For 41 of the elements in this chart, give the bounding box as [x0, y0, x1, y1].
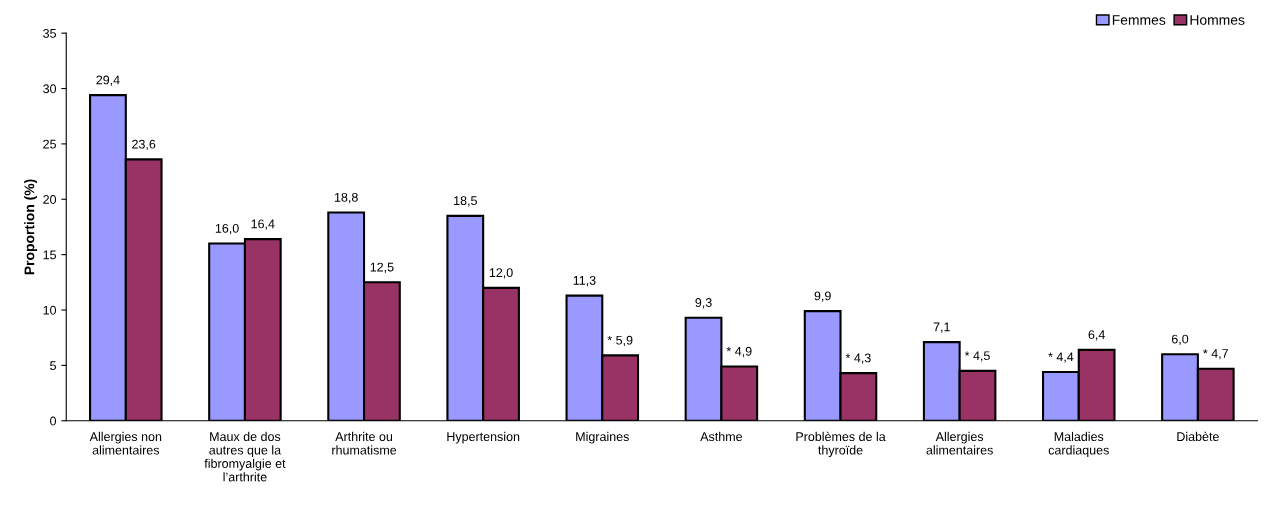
y-tick-label: 5	[50, 361, 56, 371]
y-axis-title: Proportion (%)	[24, 179, 38, 275]
data-label: 7,1	[933, 322, 950, 333]
legend-label: Femmes	[1112, 15, 1166, 25]
y-tick-label: 10	[43, 305, 57, 315]
x-tick-label: Maux de dos autres que la fibromyalgie et l’arthrite	[204, 431, 286, 482]
legend-label: Hommes	[1190, 15, 1245, 25]
y-tick-label: 35	[43, 28, 56, 38]
data-label: 9,9	[814, 291, 831, 302]
y-tick-label: 15	[43, 250, 56, 260]
y-tick-label: 20	[43, 195, 57, 204]
data-label: 6,0	[1171, 334, 1189, 345]
y-tick-label: 0	[50, 416, 57, 426]
data-label: 12,5	[370, 262, 394, 273]
x-tick-label: Migraines	[576, 431, 629, 444]
data-label: 16,0	[215, 223, 239, 235]
data-label: * 4,7	[1203, 349, 1228, 360]
data-label: 6,4	[1088, 330, 1105, 341]
data-label: 23,6	[132, 139, 156, 151]
x-tick-label: Hypertension	[447, 431, 520, 444]
data-label: * 5,9	[607, 335, 633, 347]
x-tick-label: Arthrite ou rhumatisme	[332, 431, 397, 455]
data-label: * 4,4	[1048, 352, 1074, 363]
data-label: 11,3	[573, 275, 596, 287]
data-label: 12,0	[489, 268, 513, 279]
data-label: 18,5	[454, 196, 477, 207]
data-label: 29,4	[96, 75, 120, 86]
y-tick-label: 25	[43, 139, 56, 149]
data-label: 18,8	[334, 192, 358, 204]
data-label: 9,3	[695, 298, 712, 309]
x-tick-label: Maladies cardiaques	[1048, 431, 1109, 457]
x-tick-label: Allergies alimentaires	[926, 431, 993, 455]
data-label: 16,4	[251, 219, 275, 230]
data-label: * 4,5	[964, 351, 990, 362]
data-label: * 4,3	[845, 353, 871, 364]
data-label: * 4,9	[726, 346, 752, 358]
x-tick-label: Allergies non alimentaires	[89, 431, 162, 455]
y-tick-label: 30	[43, 84, 57, 94]
x-tick-label: Asthme	[700, 431, 743, 442]
x-tick-label: Diabète	[1177, 431, 1219, 442]
x-tick-label: Problèmes de la thyroïde	[796, 431, 886, 457]
